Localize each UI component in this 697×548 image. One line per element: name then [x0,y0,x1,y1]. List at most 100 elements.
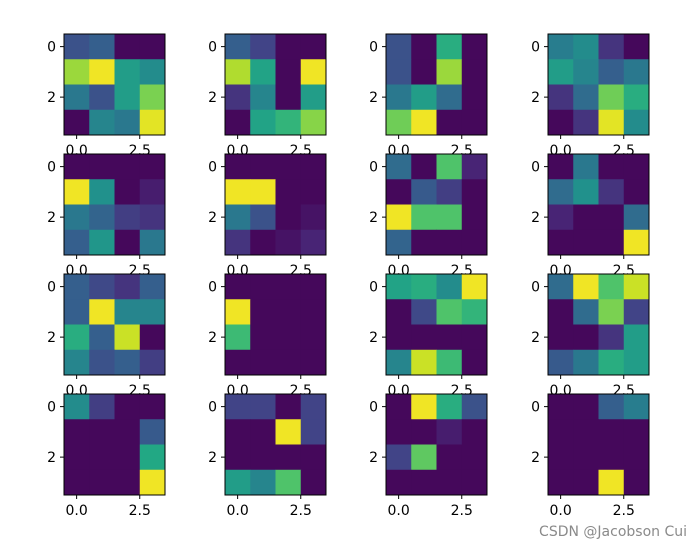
x-tick-label: 0.0 [65,503,87,519]
heatmap-cell [139,59,166,85]
heatmap-cell [275,299,302,325]
axes-frame [224,33,327,136]
heatmap-cell [436,34,463,60]
subplot-r3-c0: 0 2 0.0 2.5 [47,393,166,519]
x-tick-label: 2.5 [451,503,473,519]
subplot-r1-c3: 020.0 2.5 [531,153,650,279]
heatmap-cell [89,419,115,445]
heatmap-cell [548,444,574,471]
heatmap-cell [225,444,251,471]
heatmap-cell [573,154,599,180]
axes-frame [385,273,488,376]
heatmap-cell [411,154,437,180]
subplot-r2-c2: 020.0 2.5 [369,273,488,399]
heatmap-cell [64,154,90,180]
heatmap-cell [598,274,625,300]
heatmap-cell [548,204,574,231]
heatmap-cell [436,229,463,256]
heatmap-cell [436,204,463,231]
heatmap-cell [548,324,574,351]
heatmap-cell [300,229,327,256]
heatmap-cell [89,299,115,325]
heatmap-cell [114,444,141,471]
heatmap-cell [275,154,302,180]
heatmap-cell [225,394,251,420]
y-tick-label: 0 [531,160,540,176]
heatmap-cell [64,394,90,420]
heatmap-cell [114,204,141,231]
y-tick-label: 2 [47,330,56,346]
y-tick-label: 2 [47,210,56,226]
heatmap-cell [598,419,625,445]
y-tick-label: 2 [208,450,217,466]
heatmap-cell [139,154,166,180]
x-tick-label: 0.0 [226,503,248,519]
heatmap-cell [114,349,141,376]
heatmap-cell [386,299,412,325]
heatmap-cell [300,469,327,496]
heatmap-cell [89,204,115,231]
heatmap-cell [139,349,166,376]
subplot-r0-c1: 020.0 2.5 [208,33,327,159]
heatmap-cell [623,349,650,376]
y-tick-label: 0 [208,160,217,176]
axes-frame [547,273,650,376]
subplot-r1-c0: 020.0 2.5 [47,153,166,279]
heatmap-cell [623,324,650,351]
heatmap-cell [598,109,625,136]
heatmap-cell [89,59,115,85]
heatmap-cell [114,299,141,325]
heatmap-cell [386,444,412,471]
subplot-r2-c3: 020.0 2.5 [531,273,650,399]
heatmap-cell [548,419,574,445]
axes-frame [63,153,166,256]
heatmap-cell [114,84,141,111]
axes-frame [224,393,327,496]
axes-frame [385,33,488,136]
heatmap-cell [548,299,574,325]
heatmap-cell [623,299,650,325]
heatmap-cell [250,109,276,136]
subplot-r1-c1: 020.0 2.5 [208,153,327,279]
heatmap-cell [548,154,574,180]
heatmap-cell [114,229,141,256]
axes-frame [224,153,327,256]
heatmap-cell [386,204,412,231]
subplot-r0-c2: 020.0 2.5 [369,33,488,159]
heatmap-cell [64,109,90,136]
y-tick-label: 0 [369,40,378,56]
y-tick-label: 2 [369,210,378,226]
heatmap-cell [598,179,625,205]
heatmap-cell [300,179,327,205]
heatmap-cell [598,299,625,325]
subplot-r1-c2: 020.0 2.5 [369,153,488,279]
heatmap-cell [573,179,599,205]
heatmap-cell [89,324,115,351]
heatmap-cell [548,349,574,376]
heatmap-cell [623,419,650,445]
y-tick-label: 2 [531,210,540,226]
heatmap-cell [573,444,599,471]
heatmap-cell [300,34,327,60]
x-tick-label: 2.5 [613,503,635,519]
x-tick-label: 0.0 [549,503,571,519]
heatmap-cell [461,469,488,496]
heatmap-cell [300,324,327,351]
y-tick-label: 0 [369,400,378,416]
heatmap-cell [386,179,412,205]
heatmap-cell [114,154,141,180]
y-tick-label: 0 [531,280,540,296]
heatmap-cell [89,34,115,60]
heatmap-cell [139,204,166,231]
heatmap-cell [250,419,276,445]
heatmap-cell [300,444,327,471]
heatmap-cell [436,179,463,205]
heatmap-cell [386,324,412,351]
axes-frame [63,273,166,376]
heatmap-cell [300,109,327,136]
y-tick-label: 0 [47,280,56,296]
heatmap-cell [573,419,599,445]
heatmap-cell [386,229,412,256]
y-tick-label: 2 [369,330,378,346]
heatmap-cell [623,274,650,300]
